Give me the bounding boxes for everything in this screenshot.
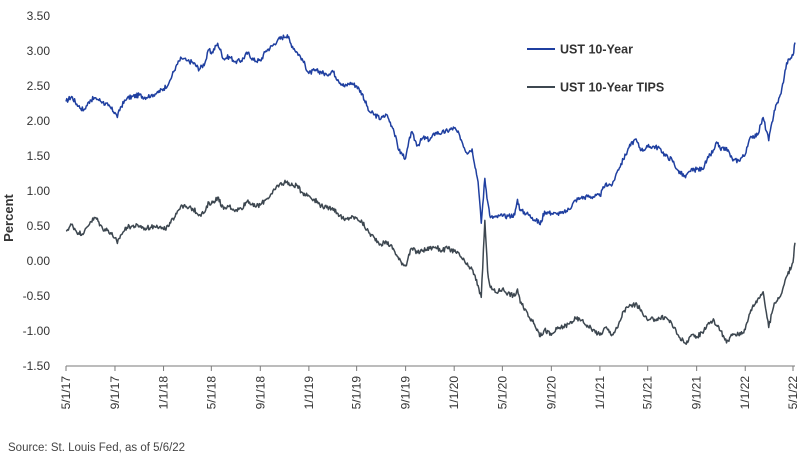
x-tick-label: 1/1/18 [157,376,171,410]
x-tick-label: 5/1/18 [204,376,218,410]
y-tick-label: 1.50 [27,149,51,163]
y-tick-label: 3.00 [27,44,51,58]
x-tick-label: 9/1/20 [544,376,558,410]
source-note: Source: St. Louis Fed, as of 5/6/22 [8,442,186,454]
x-tick-label: 9/1/21 [690,376,704,410]
legend-label: UST 10-Year [560,43,633,57]
legend: UST 10-Year UST 10-Year TIPS [527,43,664,95]
y-axis-title: Percent [1,193,16,241]
y-tick-label: 2.00 [27,114,51,128]
x-tick-label: 5/1/22 [786,376,800,410]
x-tick-label: 1/1/19 [302,376,316,410]
x-tick-label: 5/1/21 [641,376,655,410]
x-tick-label: 1/1/22 [738,376,752,410]
x-tick-label: 5/1/19 [350,376,364,410]
y-tick-label: 3.50 [27,9,51,23]
series-lines [65,34,796,345]
x-tick-label: 9/1/17 [108,376,122,410]
x-tick-label: 9/1/18 [253,376,267,410]
y-tick-label: 0.00 [27,254,51,268]
x-tick-label: 5/1/20 [495,376,509,410]
x-tick-label: 1/1/20 [447,376,461,410]
x-tick-label: 5/1/17 [59,376,73,410]
y-tick-label: 2.50 [27,79,51,93]
series-line-ust-10-year [65,34,796,226]
y-tick-label: -1.00 [23,324,51,338]
y-tick-label: 1.00 [27,184,51,198]
series-line-ust-10-year-tips [65,179,796,345]
x-axis: 5/1/17 9/1/17 1/1/18 5/1/18 9/1/18 1/1/19 5/1/… [59,365,800,410]
y-tick-label: -0.50 [23,289,51,303]
x-tick-label: 1/1/21 [593,376,607,410]
y-tick-label: -1.50 [23,359,51,373]
x-tick-label: 9/1/19 [399,376,413,410]
y-axis-ticks: 3.50 3.00 2.50 2.00 1.50 1.00 0.50 0.00 -0.50 -1.… [23,9,51,373]
y-tick-label: 0.50 [27,219,51,233]
legend-label: UST 10-Year TIPS [560,81,664,95]
